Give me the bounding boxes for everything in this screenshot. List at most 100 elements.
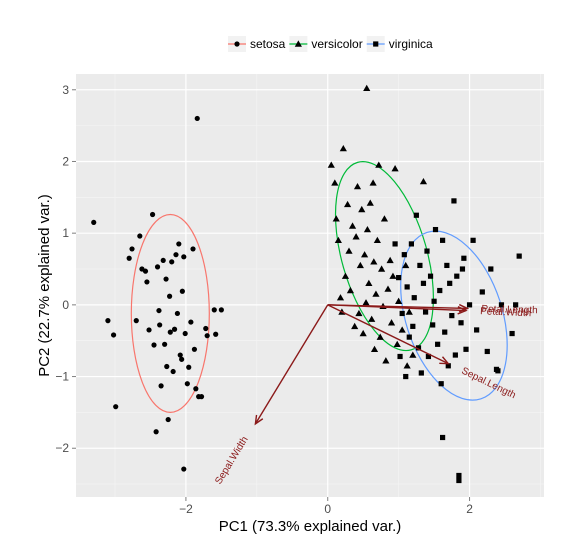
virginica-point	[396, 275, 402, 281]
virginica-point	[424, 248, 430, 254]
setosa-point	[204, 333, 210, 339]
setosa-point	[176, 241, 182, 247]
versicolor-point	[363, 225, 372, 233]
versicolor-point	[391, 165, 399, 172]
virginica-point	[484, 348, 490, 355]
setosa-point	[218, 307, 224, 313]
versicolor-point	[375, 161, 383, 168]
versicolor-point	[356, 261, 364, 269]
setosa-point	[110, 332, 117, 338]
versicolor-point	[402, 261, 410, 269]
virginica-point	[422, 309, 429, 315]
x-tick-label: −2	[179, 502, 193, 516]
setosa-point	[91, 219, 97, 226]
setosa-point	[193, 386, 199, 392]
setosa-point	[113, 404, 119, 410]
legend-marker-versicolor	[294, 40, 302, 47]
versicolor-point	[345, 247, 353, 254]
setosa-point	[188, 319, 194, 325]
virginica-point	[447, 280, 453, 286]
virginica-point	[401, 252, 407, 258]
y-tick-label: −2	[55, 441, 69, 455]
y-tick-label: 1	[62, 226, 69, 240]
virginica-point	[435, 341, 441, 347]
virginica-point	[466, 302, 473, 308]
versicolor-point	[334, 236, 342, 244]
virginica-point	[513, 302, 519, 308]
versicolor-point	[341, 272, 350, 279]
virginica-point	[413, 212, 419, 218]
virginica-point	[509, 330, 515, 337]
virginica-point	[445, 363, 451, 369]
versicolor-point	[382, 357, 390, 364]
virginica-point	[410, 323, 416, 329]
setosa-point	[177, 352, 183, 358]
arrow-petal-width	[327, 304, 467, 312]
arrow-head	[439, 356, 450, 365]
versicolor-point	[389, 272, 397, 279]
setosa-point	[213, 331, 219, 337]
arrow-sepal-length	[327, 304, 449, 365]
setosa-point	[126, 255, 132, 261]
virginica-point	[456, 472, 462, 479]
versicolor-point	[352, 233, 360, 240]
versicolor-point	[370, 345, 379, 353]
setosa-point	[154, 264, 161, 270]
x-axis-title: PC1 (73.3% explained var.)	[219, 518, 402, 535]
versicolor-point	[372, 290, 380, 297]
setosa-point	[170, 368, 176, 375]
versicolor-point	[358, 205, 366, 213]
virginica-point	[495, 368, 501, 374]
virginica-point	[438, 381, 444, 387]
virginica-point	[399, 310, 405, 317]
setosa-point	[167, 293, 173, 299]
virginica-point	[404, 284, 410, 290]
setosa-point	[203, 325, 209, 332]
versicolor-point	[363, 84, 371, 92]
versicolor-point	[332, 215, 340, 222]
setosa-point	[149, 211, 156, 218]
setosa-point	[146, 327, 152, 333]
versicolor-point	[353, 182, 362, 190]
virginica-point	[440, 434, 446, 441]
virginica-point	[420, 280, 427, 286]
y-tick-label: 2	[62, 154, 69, 168]
y-tick-label: −1	[55, 370, 69, 384]
setosa-point	[144, 279, 150, 285]
setosa-point	[190, 246, 196, 252]
versicolor-point	[368, 315, 376, 322]
versicolor-point	[348, 222, 357, 229]
versicolor-point	[346, 286, 355, 294]
virginica-point	[456, 477, 462, 484]
virginica-point	[397, 353, 403, 360]
setosa-point	[194, 115, 200, 122]
virginica-point	[437, 287, 443, 294]
versicolor-point	[398, 326, 406, 333]
y-axis-title: PC2 (22.7% explained var.)	[36, 194, 53, 377]
versicolor-point	[351, 322, 359, 330]
virginica-point	[458, 320, 464, 326]
versicolor-point	[365, 279, 373, 287]
setosa-point	[153, 429, 159, 435]
confidence-ellipses	[130, 161, 508, 414]
setosa-point	[137, 233, 143, 239]
virginica-point	[488, 266, 494, 272]
x-tick-label: 0	[324, 502, 331, 516]
axis-ticks: −2 0 2 −2 −1 0 1 2 3	[55, 83, 473, 516]
versicolor-point	[366, 199, 374, 206]
virginica-point	[440, 237, 446, 243]
versicolor-point	[403, 362, 411, 369]
virginica-point	[451, 198, 457, 204]
legend: setosa versicolor virginica	[228, 36, 433, 52]
virginica-point	[392, 241, 398, 247]
arrow-label-petal-width: Petal.Width	[480, 306, 532, 319]
setosa-point	[162, 341, 168, 347]
versicolor-point	[419, 177, 428, 185]
setosa-point	[157, 322, 163, 328]
virginica-point	[444, 262, 450, 269]
virginica-point	[449, 313, 455, 319]
versicolor-point	[386, 256, 394, 264]
setosa-ellipse	[130, 213, 210, 414]
versicolor-point	[393, 340, 401, 347]
